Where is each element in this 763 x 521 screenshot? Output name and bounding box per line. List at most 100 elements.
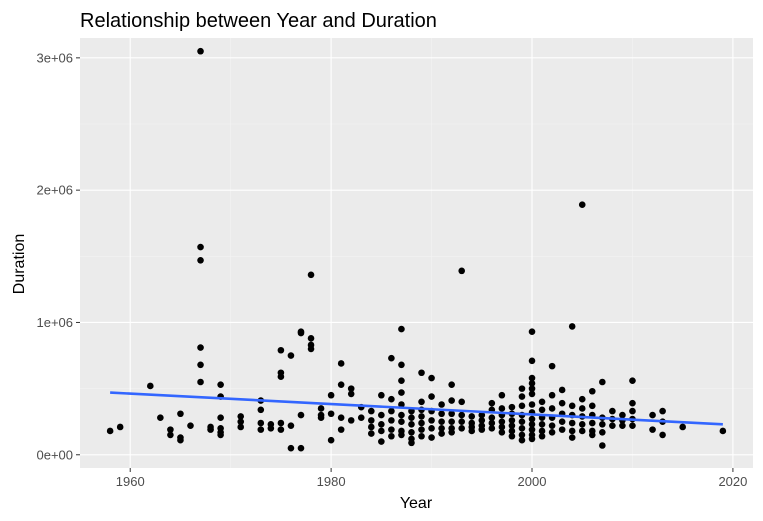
data-point [448,428,455,436]
data-point [197,47,204,55]
data-point [518,418,526,425]
x-axis-title: Year [400,495,433,512]
data-point [568,419,576,427]
data-point [578,427,586,435]
data-point [197,361,204,369]
data-point [558,399,566,407]
plot-panel [80,38,753,468]
major-gridlines [80,38,753,468]
data-point [408,439,415,447]
data-point [448,410,455,418]
x-tick-label: 2000 [518,474,547,489]
data-point [558,418,566,425]
data-point [458,398,466,406]
data-point [578,421,586,428]
data-point [197,256,204,264]
data-point [528,426,536,433]
data-point [287,352,295,359]
data-point [438,430,445,437]
data-point [588,387,596,395]
data-point [418,413,425,420]
data-point [719,427,727,435]
data-point [428,374,435,382]
data-point [508,417,516,424]
data-point [398,411,405,419]
y-axis: 0e+00 1e+06 2e+06 3e+06 [36,50,80,462]
data-point [167,431,174,439]
data-point [438,418,445,425]
data-point [147,382,154,390]
data-point [197,344,204,351]
data-point [257,419,265,427]
data-point [528,374,536,382]
data-point [528,357,536,365]
data-point [659,431,666,439]
data-point [498,428,506,436]
minor-gridlines [80,38,753,468]
y-tick-label: 2e+06 [36,183,73,198]
data-point [418,369,425,377]
data-point [599,442,606,449]
data-point [528,415,536,423]
data-point [388,432,395,440]
data-point [538,427,546,435]
data-point [418,419,425,427]
data-point [568,427,576,435]
data-point [488,414,496,422]
data-point [398,361,405,369]
data-point [679,423,686,431]
data-point [217,414,224,422]
data-point [438,401,445,408]
data-point [528,328,536,336]
data-point [488,425,496,432]
data-point [337,360,345,367]
data-point [378,421,385,428]
data-point [448,397,455,404]
data-point [418,398,425,406]
data-point [518,402,526,410]
y-tick-label: 1e+06 [36,315,73,330]
data-point [578,201,586,209]
data-point [237,418,245,425]
data-point [398,389,405,396]
data-point [538,421,546,428]
data-point [508,422,516,429]
data-point [609,407,616,415]
x-tick-label: 1980 [317,474,346,489]
data-point [237,423,245,431]
data-point [197,243,204,251]
data-point [538,432,546,440]
data-point [578,405,586,412]
data-point [538,406,546,414]
data-point [568,323,576,330]
data-point [277,373,285,381]
data-point [478,411,486,419]
data-point [167,426,174,433]
data-point [207,426,214,433]
data-point [277,346,285,354]
data-point [378,391,385,399]
data-point [287,422,295,429]
data-point [307,335,315,342]
data-point [388,395,395,403]
data-point [568,434,576,441]
data-point [458,411,466,419]
data-point [599,378,606,386]
data-point [518,436,526,444]
data-point [448,381,455,388]
data-point [518,385,526,392]
data-point [307,345,315,353]
data-point [599,421,606,428]
data-point [408,428,415,436]
data-point [367,430,375,437]
data-point [337,426,345,433]
data-point [528,401,536,408]
data-point [157,414,164,422]
data-point [548,391,556,399]
data-point [337,414,345,422]
data-point [428,393,435,400]
data-point [498,391,506,399]
data-point [548,422,556,429]
data-point [508,427,516,435]
data-point [478,426,486,433]
